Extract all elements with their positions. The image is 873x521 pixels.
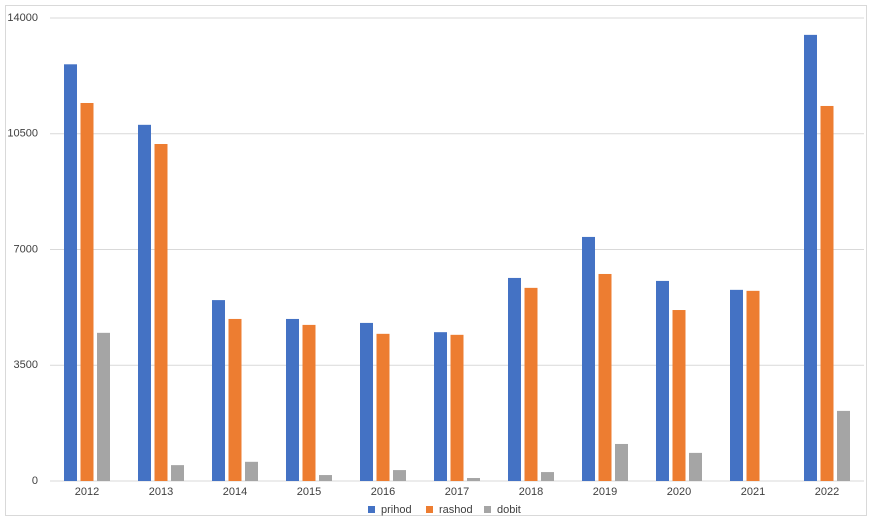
x-tick-label: 2014	[223, 486, 247, 498]
bar	[138, 124, 151, 482]
bar	[598, 273, 612, 481]
y-tick-label: 14000	[7, 12, 38, 24]
bar	[450, 334, 464, 481]
bar	[804, 34, 817, 482]
bar	[467, 478, 480, 481]
legend-swatch	[484, 506, 491, 513]
bar	[393, 470, 406, 481]
x-tick-label: 2012	[75, 486, 99, 498]
bar	[212, 300, 225, 481]
bar	[171, 465, 184, 481]
x-tick-label: 2017	[445, 486, 469, 498]
x-tick-label: 2021	[741, 486, 765, 498]
bar	[360, 322, 373, 481]
y-tick-label: 0	[32, 475, 38, 487]
bar	[508, 277, 521, 481]
x-tick-label: 2013	[149, 486, 173, 498]
y-tick-label: 7000	[14, 243, 38, 255]
legend-swatch	[426, 506, 433, 513]
x-tick-label: 2016	[371, 486, 395, 498]
bar	[434, 332, 447, 481]
bar	[64, 64, 77, 482]
bar	[80, 102, 94, 482]
bar	[154, 144, 168, 481]
legend-label: prihod	[381, 504, 412, 516]
bar	[245, 461, 258, 481]
bar	[302, 324, 316, 481]
legend-label: dobit	[497, 504, 521, 516]
y-tick-label: 3500	[14, 359, 38, 371]
bar	[746, 290, 760, 481]
bar	[730, 289, 743, 481]
legend-swatch	[368, 506, 375, 513]
bar	[228, 318, 242, 481]
bar	[541, 472, 554, 481]
bar	[376, 333, 390, 481]
bar	[837, 410, 850, 481]
bar	[615, 443, 628, 481]
bar	[286, 318, 299, 481]
bar	[656, 280, 669, 481]
bar	[97, 332, 110, 481]
bar	[319, 475, 332, 481]
legend-label: rashod	[439, 504, 473, 516]
bar	[524, 287, 538, 481]
x-tick-label: 2018	[519, 486, 543, 498]
x-tick-label: 2015	[297, 486, 321, 498]
bar	[672, 310, 686, 481]
x-tick-label: 2019	[593, 486, 617, 498]
x-tick-label: 2020	[667, 486, 691, 498]
bar	[820, 105, 834, 481]
x-tick-label: 2022	[815, 486, 839, 498]
y-tick-label: 10500	[7, 128, 38, 140]
bar	[689, 452, 702, 481]
bar	[582, 236, 595, 481]
